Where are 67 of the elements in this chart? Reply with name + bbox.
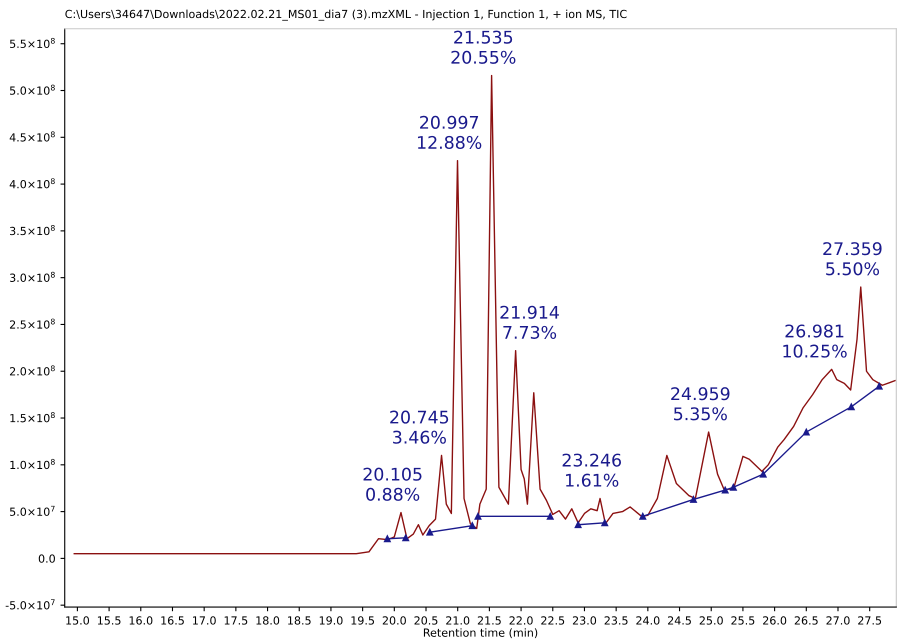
y-tick-label: 5.5×10$^{8}$	[10, 38, 55, 48]
chart-title: C:\Users\34647\Downloads\2022.02.21_MS01_dia7 (3).mzXML - Injection 1, Function 1, + ion MS, TIC	[65, 10, 627, 21]
point	[426, 528, 434, 536]
annotation: 27.359 5.50%	[823, 242, 882, 276]
x-tick-label: 21.5	[478, 616, 501, 625]
x-tick-label: 16.5	[161, 616, 184, 625]
x-tick-label: 18.5	[288, 616, 311, 625]
x-tick-label: 19.0	[320, 616, 343, 625]
x-tick-label: 25.5	[731, 616, 754, 625]
x-tick-label: 27.5	[858, 616, 882, 625]
annotation: 20.997 12.88%	[418, 116, 482, 149]
y-tick-label: 2.0×10$^{8}$	[10, 365, 55, 376]
x-tick-label: 25.0	[700, 616, 723, 625]
y-tick-label: 3.5×10$^{8}$	[10, 224, 55, 236]
point	[760, 470, 767, 478]
x-tick-label: 22.0	[510, 616, 533, 625]
y-tick-label: 4.5×10$^{8}$	[10, 131, 55, 142]
y-tick-label: 1.0×10$^{8}$	[10, 458, 55, 470]
annotation: 21.914 7.73%	[500, 306, 559, 339]
point	[639, 512, 646, 520]
x-tick-label: 19.5	[351, 616, 374, 625]
x-tick-label: 27.0	[826, 616, 850, 625]
point	[848, 403, 855, 410]
y-tick-label: 0.0	[38, 554, 55, 563]
x-tick-label: 16.0	[130, 616, 152, 625]
point	[574, 521, 582, 528]
x-tick-label: 26.5	[794, 616, 818, 625]
x-tick-label: 17.0	[193, 616, 216, 625]
y-tick-label: 4.0×10$^{8}$	[10, 178, 55, 188]
y-tick-label: 2.5×10$^{8}$	[10, 318, 55, 329]
x-tick-label: 24.0	[636, 616, 660, 625]
annotation: 20.105 0.88%	[364, 468, 422, 501]
point	[601, 519, 608, 526]
x-tick-label: 20.5	[414, 616, 438, 625]
annotation: 24.959 5.35%	[671, 387, 730, 420]
point	[730, 484, 737, 491]
annotation: 21.535 20.55%	[451, 30, 516, 64]
point	[722, 486, 729, 494]
point	[546, 512, 554, 520]
y-tick-label: 1.5×10$^{8}$	[10, 412, 55, 422]
x-tick-label: 21.0	[446, 616, 470, 625]
x-tick-label: 26.0	[763, 616, 786, 625]
annotation: 20.745 3.46%	[390, 410, 448, 444]
point	[802, 428, 810, 436]
point	[402, 534, 410, 542]
line-series	[74, 74, 896, 554]
y-tick-label: 3.0×10$^{8}$	[10, 272, 55, 282]
x-tick-label: 18.0	[256, 616, 280, 625]
x-tick-label: 22.5	[541, 616, 564, 625]
y-tick-label: 5.0×10$^{8}$	[10, 84, 55, 95]
x-tick-label: 15.5	[98, 616, 120, 625]
x-tick-label: 23.0	[572, 616, 596, 625]
point	[474, 512, 482, 520]
point	[384, 535, 391, 542]
y-tick-label: -5.0×10$^{7}$	[6, 599, 55, 610]
x-tick-label: 20.0	[382, 616, 406, 625]
x-tick-label: 23.5	[604, 616, 628, 625]
annotation: 26.981 10.25%	[783, 324, 847, 358]
point	[468, 522, 476, 530]
x-tick-label: 15.0	[66, 616, 90, 625]
point	[876, 382, 883, 390]
x-axis-title: Retention time (min)	[424, 628, 538, 638]
annotation: 23.246 1.61%	[562, 454, 621, 487]
point	[690, 496, 697, 503]
x-tick-label: 17.5	[224, 616, 248, 625]
x-tick-label: 24.5	[668, 616, 691, 625]
y-tick-label: 5.0×10$^{7}$	[10, 506, 55, 516]
